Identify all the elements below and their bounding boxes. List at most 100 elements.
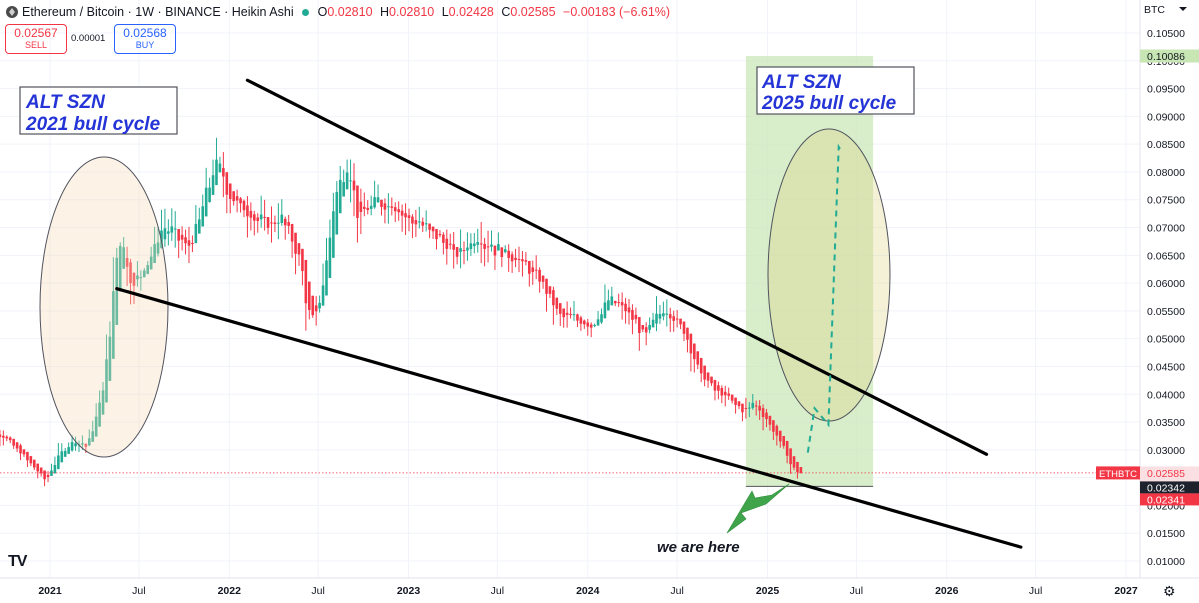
candle-body-113 (359, 201, 363, 212)
candle-body-18 (32, 459, 36, 468)
time-axis[interactable]: 2021 Jul 2022 Jul 2023 Jul 2024 Jul 2025 Jul 2026 J… (0, 577, 1199, 603)
candle-180 (589, 322, 593, 338)
trendlines (115, 78, 1023, 549)
close-value: 0.02585 (510, 5, 556, 19)
sell-label: SELL (24, 40, 48, 50)
candle-body-181 (593, 324, 596, 327)
candle-body-56 (163, 228, 167, 240)
candle-body-105 (332, 211, 335, 258)
candle-11 (8, 436, 12, 444)
candle-115 (366, 200, 370, 215)
candle-body-127 (407, 215, 411, 218)
annotation-2021-box (19, 86, 178, 135)
y-tick-label-6: 0.04000 (1147, 389, 1185, 401)
candle-body-152 (493, 245, 497, 256)
candle-body-160 (521, 259, 524, 262)
candle-133 (428, 223, 431, 239)
candle-105 (332, 192, 335, 258)
tag-zone-bottom-bg (1140, 481, 1199, 494)
candle-24 (53, 456, 57, 474)
candle-169 (552, 286, 555, 325)
candle-body-61 (180, 234, 184, 240)
candle-58 (170, 208, 174, 241)
candle-13 (15, 442, 19, 452)
candle-228 (754, 400, 758, 416)
candle-202 (665, 299, 669, 327)
y-tick-label-14: 0.08000 (1147, 167, 1185, 179)
candle-body-202 (665, 313, 669, 315)
candle-body-86 (266, 217, 270, 228)
candle-body-226 (748, 407, 751, 409)
candle-145 (469, 233, 473, 256)
candle-body-16 (26, 451, 29, 461)
candle-144 (466, 232, 469, 261)
candle-body-81 (249, 210, 253, 218)
candle-40 (108, 321, 112, 381)
candle-body-65 (194, 224, 198, 244)
buy-button[interactable]: 0.02568 BUY (114, 24, 176, 54)
y-tick-label-15: 0.08500 (1147, 139, 1185, 151)
candle-232 (768, 415, 772, 431)
candle-135 (435, 228, 438, 250)
candle-body-76 (232, 191, 235, 202)
candle-body-194 (638, 317, 641, 333)
candle-67 (201, 194, 205, 227)
candle-body-225 (744, 407, 748, 409)
candle-body-95 (297, 243, 301, 255)
candle-body-180 (589, 324, 593, 328)
currency-select[interactable]: BTC (1144, 4, 1187, 16)
candle-155 (503, 245, 507, 254)
candle-139 (448, 233, 452, 250)
candle-204 (672, 310, 675, 332)
ethereum-icon (6, 6, 18, 18)
candle-162 (528, 260, 531, 287)
candle-120 (383, 198, 387, 224)
candle-78 (239, 197, 242, 213)
candle-body-146 (473, 243, 476, 247)
candle-96 (301, 248, 304, 286)
candle-body-98 (308, 281, 311, 310)
x-tick-label-11: Jul (1029, 585, 1042, 597)
candle-83 (256, 213, 260, 233)
candle-177 (579, 315, 583, 331)
gear-icon[interactable]: ⚙ (1163, 583, 1176, 599)
candle-body-147 (476, 242, 480, 245)
candle-117 (373, 180, 376, 209)
trendline-upper[interactable] (245, 78, 989, 456)
candle-84 (259, 195, 263, 228)
annotation-2025-line2: 2025 bull cycle (761, 93, 897, 114)
candle-9 (2, 430, 5, 446)
candle-199 (655, 296, 658, 332)
candle-body-217 (717, 385, 720, 391)
candle-141 (455, 247, 459, 265)
candle-body-23 (50, 470, 53, 476)
candle-body-158 (514, 257, 517, 261)
trendline-lower[interactable] (115, 287, 1023, 549)
candle-body-60 (177, 229, 180, 241)
sell-button[interactable]: 0.02567 SELL (5, 24, 67, 54)
candle-183 (600, 308, 603, 324)
candle-body-22 (46, 474, 50, 477)
candle-195 (641, 325, 645, 333)
projection-line[interactable] (806, 143, 843, 453)
candle-209 (689, 333, 693, 372)
candle-body-235 (778, 430, 782, 442)
candle-body-166 (541, 275, 545, 282)
candle-body-45 (125, 257, 129, 267)
tradingview-logo-icon[interactable]: TV (8, 553, 27, 570)
candle-body-233 (772, 420, 775, 432)
candle-54 (156, 226, 160, 257)
y-tick-label-19: 0.10500 (1147, 28, 1185, 40)
candle-90 (280, 199, 284, 226)
candle-body-79 (242, 200, 246, 211)
tag-zone-bottom: 0.02342 (1140, 481, 1199, 494)
candle-body-126 (404, 213, 407, 218)
candle-59 (173, 211, 177, 248)
symbol-title[interactable]: Ethereum / Bitcoin · 1W · BINANCE · Heik… (22, 5, 294, 19)
candle-238 (789, 448, 792, 474)
annotation-2025-box (756, 66, 915, 115)
candle-body-167 (545, 278, 548, 294)
x-tick-label-10: 2026 (935, 585, 959, 597)
candle-154 (500, 247, 504, 267)
